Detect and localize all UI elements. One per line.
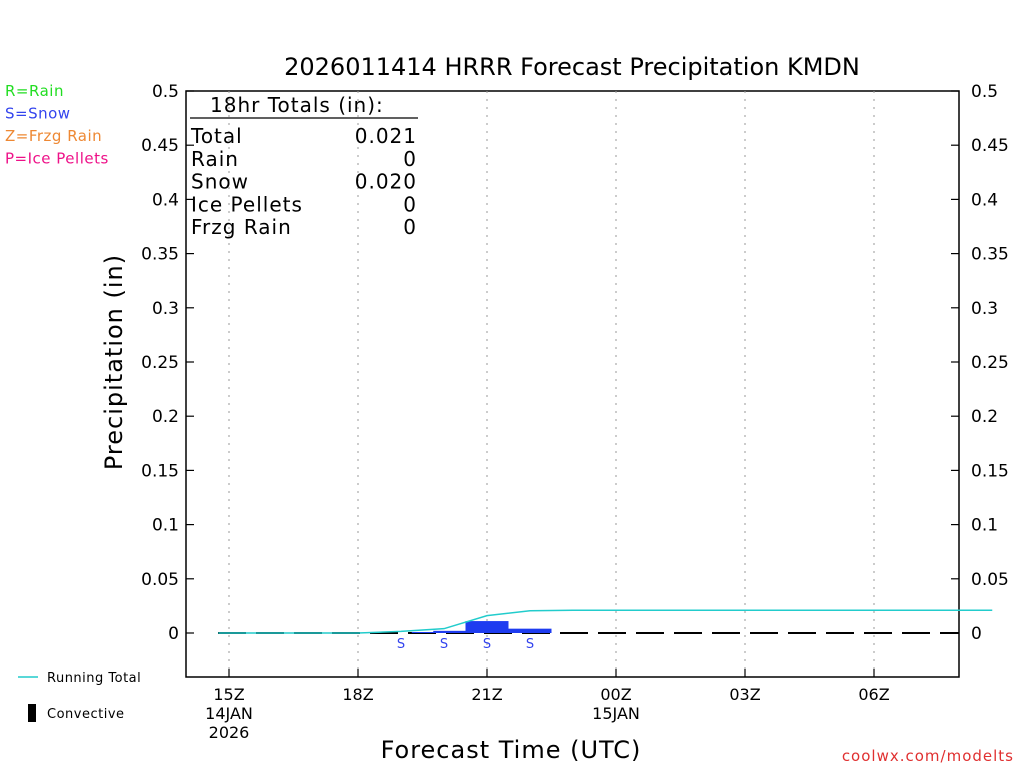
ptype-label: S [397,637,405,652]
y-tick-label-left: 0.45 [141,136,179,156]
ptype-legend-item: S=Snow [5,105,71,123]
totals-row-label: Rain [191,147,239,171]
x-axis-title: Forecast Time (UTC) [381,736,642,764]
totals-row-value: 0.020 [355,170,417,194]
y-tick-label-right: 0.35 [971,245,1009,265]
x-tick-label: 14JAN [205,704,253,723]
totals-row-value: 0 [403,147,417,171]
y-tick-label-right: 0.5 [971,82,998,102]
x-tick-label: 15JAN [592,704,640,723]
totals-row-label: Frzg Rain [191,215,292,239]
y-tick-label-right: 0.4 [971,190,998,210]
ptype-legend-item: P=Ice Pellets [5,150,109,168]
totals-box: 18hr Totals (in): Total 0.021 Rain 0 Snow 0.0… [190,93,418,239]
credit-text: coolwx.com/modelts [842,747,1014,765]
totals-row-value: 0 [403,192,417,216]
x-tick-label: 00Z [600,685,631,704]
y-axis-right: 0 0.05 0.1 0.15 0.2 0.25 0.3 0.35 0.4 0.45 0.5 [951,82,1009,644]
snow-bar [433,630,477,633]
totals-row-value: 0.021 [355,124,417,148]
x-tick-label: 03Z [729,685,760,704]
totals-row-value: 0 [403,215,417,239]
bars [411,621,552,633]
y-tick-label-left: 0.05 [141,570,179,590]
snow-bar [508,628,552,633]
y-tick-label-left: 0.5 [152,82,179,102]
ptype-legend: R=Rain S=Snow Z=Frzg Rain P=Ice Pellets [5,82,109,168]
y-tick-label-right: 0 [971,624,982,644]
y-tick-label-right: 0.3 [971,299,998,319]
y-tick-label-left: 0 [168,624,179,644]
y-tick-label-right: 0.2 [971,407,998,427]
series-legend: Running Total Convective [18,671,141,722]
x-tick-label: 18Z [342,685,373,704]
y-tick-label-left: 0.4 [152,190,179,210]
y-tick-label-right: 0.15 [971,461,1009,481]
gridlines [228,91,875,677]
y-tick-label-right: 0.45 [971,136,1009,156]
convective-legend-label: Convective [47,707,125,722]
ptype-label: S [440,637,448,652]
ptype-legend-item: Z=Frzg Rain [5,127,102,145]
y-tick-label-left: 0.3 [152,299,179,319]
y-axis-left: 0 0.05 0.1 0.15 0.2 0.25 0.3 0.35 0.4 0.45 0.5 [141,82,194,644]
x-tick-label: 15Z [213,685,244,704]
totals-row-label: Snow [191,170,249,194]
chart-title: 2026011414 HRRR Forecast Precipitation K… [284,53,860,81]
running-total-legend-label: Running Total [47,671,141,686]
y-tick-label-right: 0.1 [971,516,998,536]
ptype-label: S [526,637,534,652]
y-tick-label-right: 0.25 [971,353,1009,373]
running-total-line [218,609,993,634]
ptype-label: S [483,637,491,652]
x-tick-label: 2026 [209,723,250,742]
totals-row-label: Ice Pellets [191,192,303,216]
y-tick-label-left: 0.15 [141,461,179,481]
convective-legend-swatch [28,704,36,722]
y-tick-label-left: 0.2 [152,407,179,427]
y-tick-label-left: 0.25 [141,353,179,373]
y-tick-label-right: 0.05 [971,570,1009,590]
snow-bar [465,621,509,633]
totals-row-label: Total [190,124,243,148]
y-tick-label-left: 0.35 [141,245,179,265]
x-tick-label: 21Z [471,685,502,704]
plot-frame [185,90,960,678]
x-tick-label: 06Z [858,685,889,704]
y-tick-label-left: 0.1 [152,516,179,536]
ptype-legend-item: R=Rain [5,82,64,100]
y-axis-title: Precipitation (in) [100,254,128,470]
totals-heading: 18hr Totals (in): [210,93,384,117]
